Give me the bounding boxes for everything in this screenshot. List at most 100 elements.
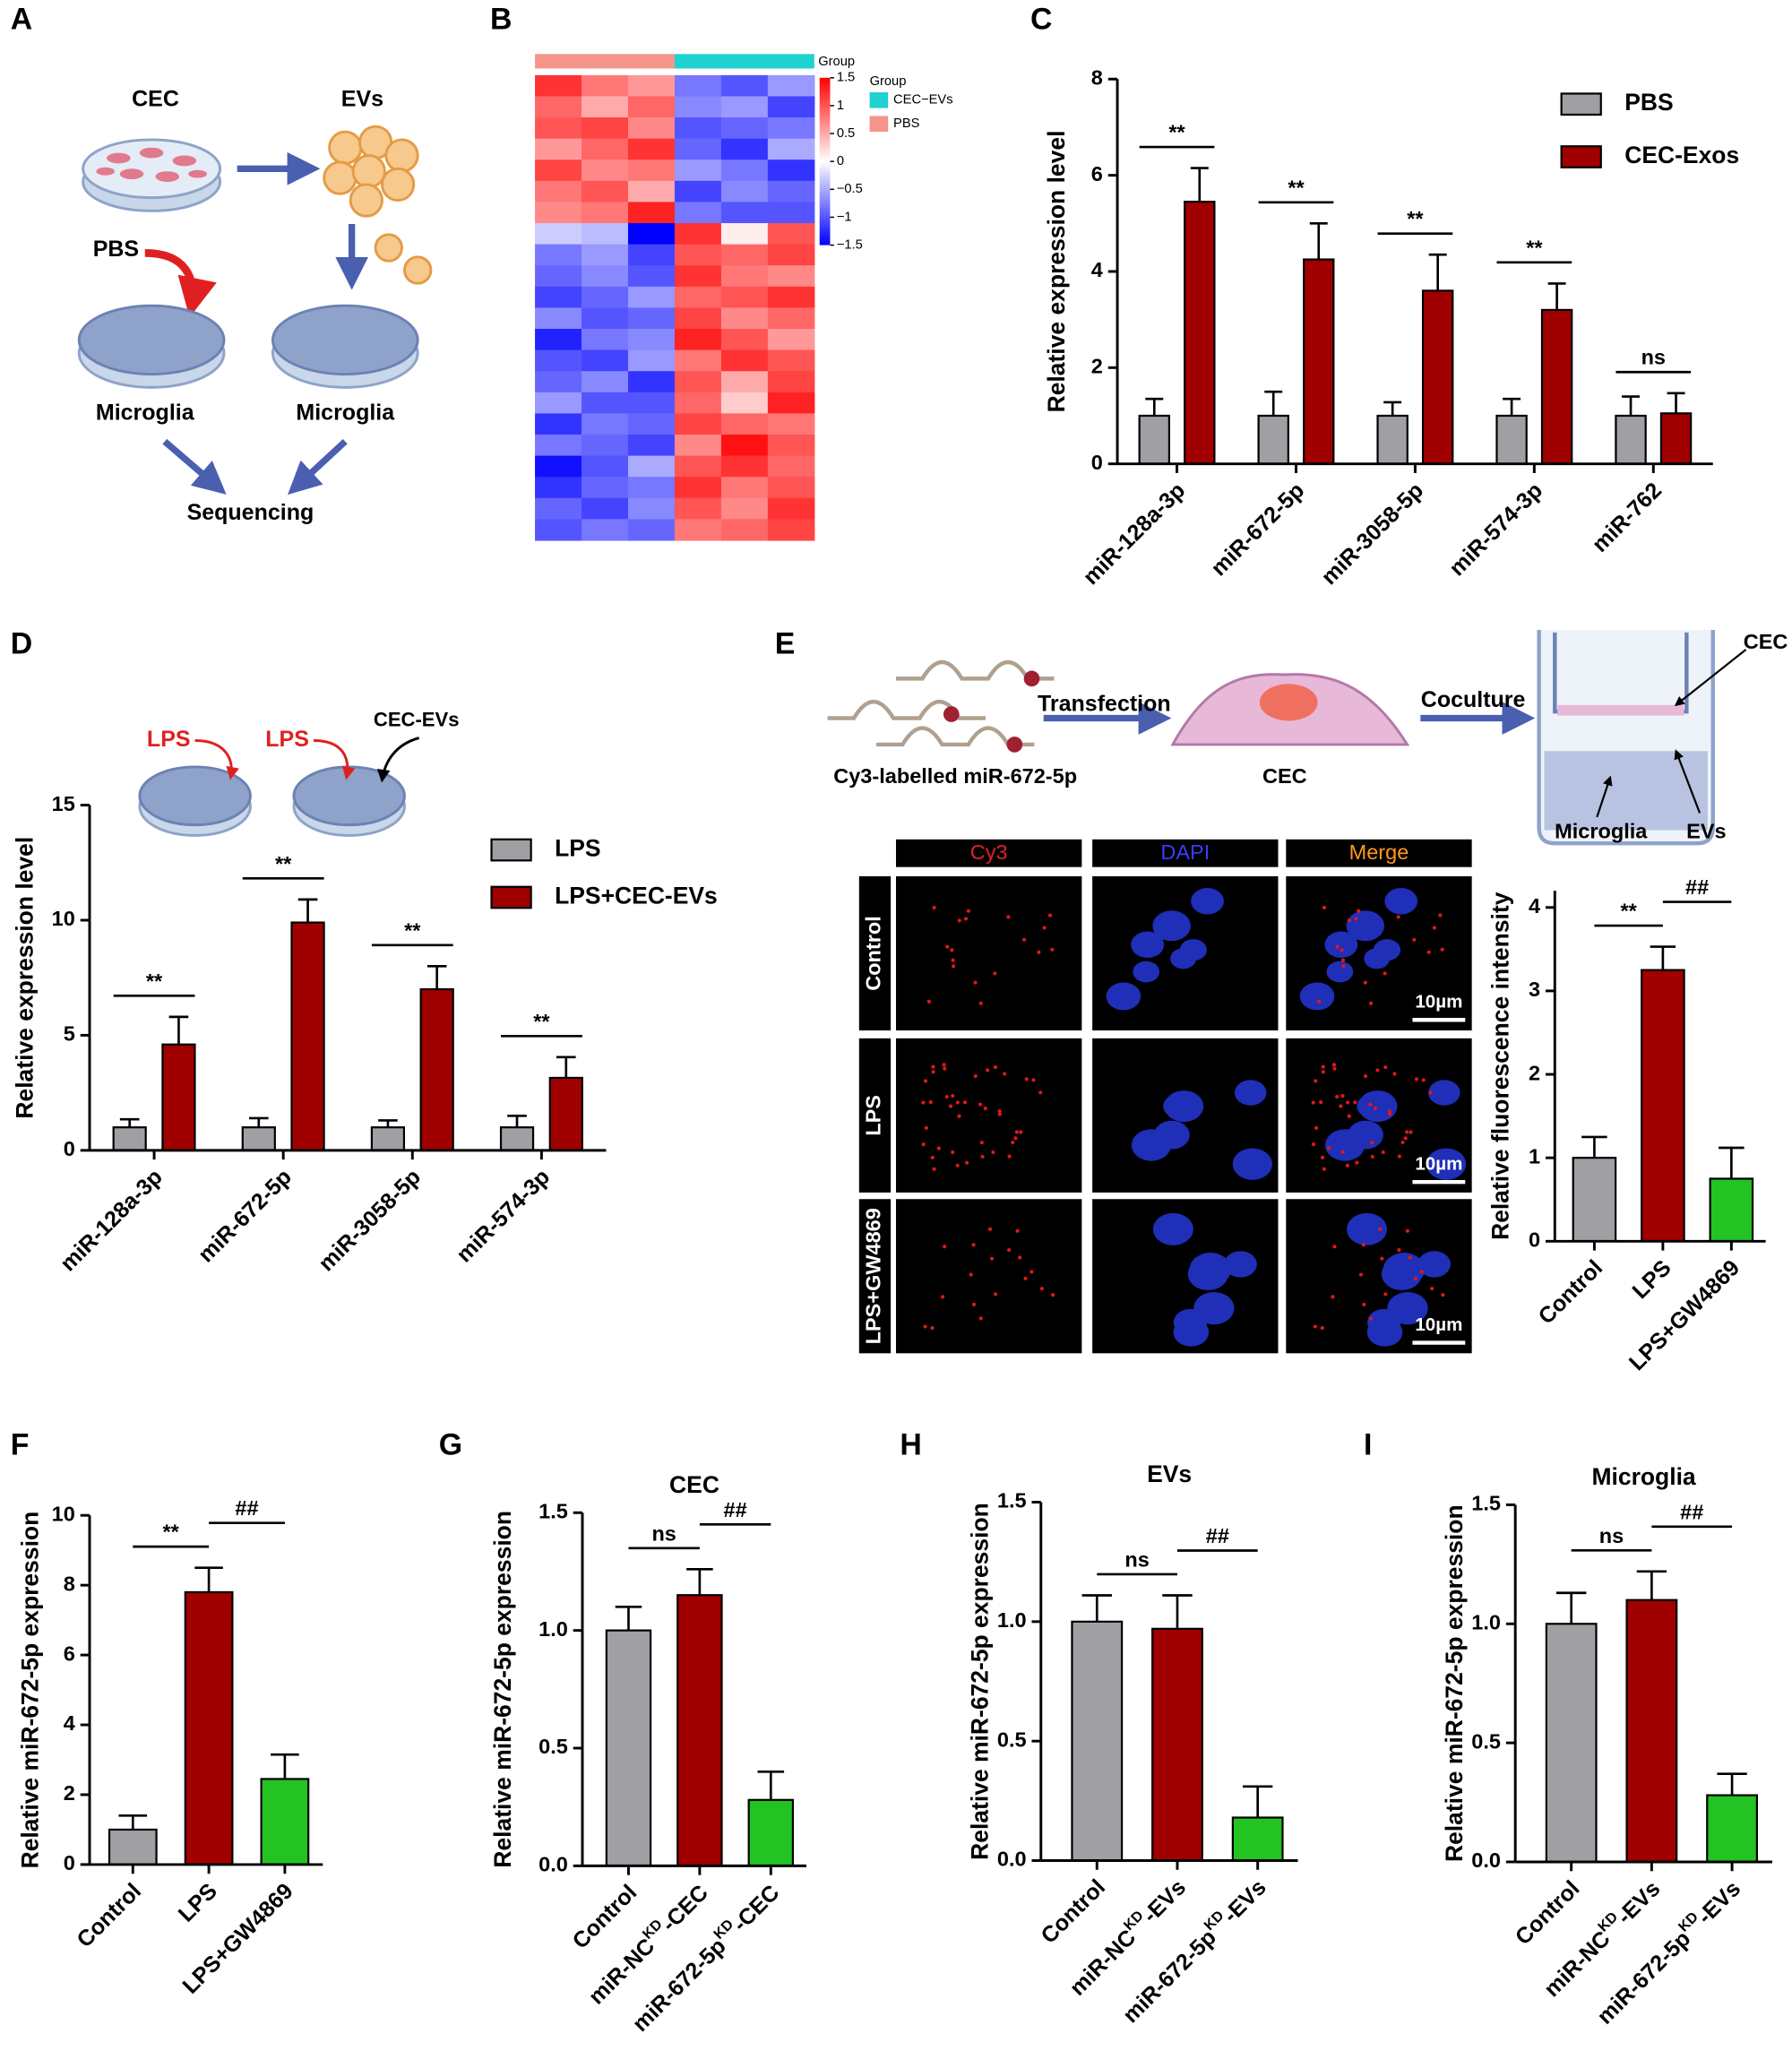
heat-cell xyxy=(627,138,676,160)
heat-cell xyxy=(767,307,815,330)
significance-label: ## xyxy=(1685,875,1709,899)
heat-cell xyxy=(627,497,676,520)
header-box xyxy=(1286,839,1472,867)
cy3-signal xyxy=(932,905,936,910)
heat-cell xyxy=(582,455,629,478)
cy3-signal xyxy=(1403,1136,1408,1141)
heat-cell xyxy=(720,244,769,266)
heat-cell xyxy=(767,244,815,266)
heat-cell xyxy=(767,180,815,203)
cy3-signal xyxy=(957,1114,961,1118)
heat-cell xyxy=(627,117,676,140)
y-tick-label: 1.0 xyxy=(538,1617,568,1641)
row-label-box xyxy=(858,1199,892,1354)
heat-cell xyxy=(674,434,722,457)
micrograph xyxy=(896,875,1082,1031)
cy3-signal xyxy=(942,1063,946,1067)
significance-label: ** xyxy=(146,969,163,993)
x-tick-label: miR-574-3p xyxy=(452,1164,555,1267)
cy3-signal xyxy=(951,958,955,962)
heat-cell xyxy=(582,74,629,98)
nucleus xyxy=(1387,1291,1428,1325)
heat-cell xyxy=(767,477,815,499)
label: PBS xyxy=(93,237,139,262)
cy3-signal xyxy=(1430,1287,1434,1291)
heat-cell xyxy=(627,307,676,330)
cy3-signal xyxy=(1381,1150,1385,1155)
heat-cell xyxy=(674,265,722,288)
cy3-signal xyxy=(1354,917,1358,921)
cy3-signal xyxy=(997,1112,1002,1116)
y-tick-label: 0 xyxy=(64,1851,75,1874)
heat-cell xyxy=(535,244,582,266)
rna xyxy=(875,726,1035,747)
cy3-signal xyxy=(944,1094,949,1099)
cy3-signal xyxy=(1007,1154,1012,1159)
cy3-signal xyxy=(1397,1154,1401,1159)
cy3-signal xyxy=(1378,1227,1383,1231)
heat-cell xyxy=(627,180,676,203)
nucleus xyxy=(1234,1080,1267,1106)
heat-cell xyxy=(720,159,769,182)
y-tick-label: 10 xyxy=(52,907,75,930)
scale-label: 10µm xyxy=(1415,1153,1462,1174)
arrow xyxy=(144,248,217,318)
heat-cell xyxy=(582,265,629,288)
heat-cell xyxy=(535,477,582,499)
heat-cell xyxy=(582,307,629,330)
significance-label: ## xyxy=(235,1496,258,1520)
y-tick-label: 0 xyxy=(1529,1228,1540,1252)
cy3-signal xyxy=(1317,999,1322,1004)
panel-label: D xyxy=(11,627,32,661)
cy3-signal xyxy=(1340,1094,1345,1099)
bar xyxy=(1231,1816,1284,1862)
heat-cell xyxy=(674,223,722,246)
heat-cell xyxy=(627,286,676,308)
cy3-signal xyxy=(986,1068,990,1073)
cy3-signal xyxy=(1311,1100,1315,1105)
cy3-signal xyxy=(1392,1072,1397,1076)
heat-cell xyxy=(674,413,722,435)
diagram-d: LPS LPS CEC-EVs xyxy=(138,708,459,837)
heat-cell xyxy=(582,371,629,393)
bar xyxy=(112,1126,147,1151)
cy3-signal xyxy=(1358,1272,1364,1277)
bar xyxy=(676,1594,723,1867)
significance-label: ** xyxy=(163,1521,180,1544)
x-tick-label: Control xyxy=(72,1878,146,1952)
cy3-signal xyxy=(966,909,970,913)
bar xyxy=(1257,414,1289,465)
chart-title: EVs xyxy=(1147,1461,1192,1487)
cy3-signal xyxy=(973,1074,978,1079)
cy3-signal xyxy=(979,1141,984,1145)
legend-label: CEC-Exos xyxy=(1624,142,1739,168)
nucleus xyxy=(1347,1212,1388,1245)
heat-cell xyxy=(535,74,582,98)
heat-cell xyxy=(674,244,722,266)
bar xyxy=(241,1126,276,1151)
cy3-signal xyxy=(1007,1248,1012,1253)
x-tick-label: miR-128a-3p xyxy=(56,1164,168,1276)
x-tick-label: LPS xyxy=(1627,1255,1676,1304)
cy3-signal xyxy=(993,1065,998,1070)
nucleus xyxy=(1299,982,1335,1011)
nucleus xyxy=(1426,1148,1467,1180)
nucleus xyxy=(1191,888,1224,915)
x-tick-label: miR-672-5pKD-EVs xyxy=(1590,1874,1745,2029)
heat-cell xyxy=(582,180,629,203)
heat-cell xyxy=(674,519,722,541)
heat-cell xyxy=(720,307,769,330)
arrow xyxy=(162,438,227,495)
cy3-signal xyxy=(1397,1248,1401,1253)
legend-title: Group xyxy=(870,74,907,89)
y-tick-label: 8 xyxy=(64,1572,75,1595)
legend-swatch xyxy=(1560,145,1602,168)
heat-cell xyxy=(720,138,769,160)
heat-cell xyxy=(767,455,815,478)
cy3-signal xyxy=(1341,964,1346,969)
legend-swatch xyxy=(490,838,532,862)
y-tick-label: 3 xyxy=(1529,978,1540,1001)
heat-cell xyxy=(674,180,722,203)
significance-label: ## xyxy=(724,1498,747,1521)
nucleus xyxy=(1131,931,1165,959)
